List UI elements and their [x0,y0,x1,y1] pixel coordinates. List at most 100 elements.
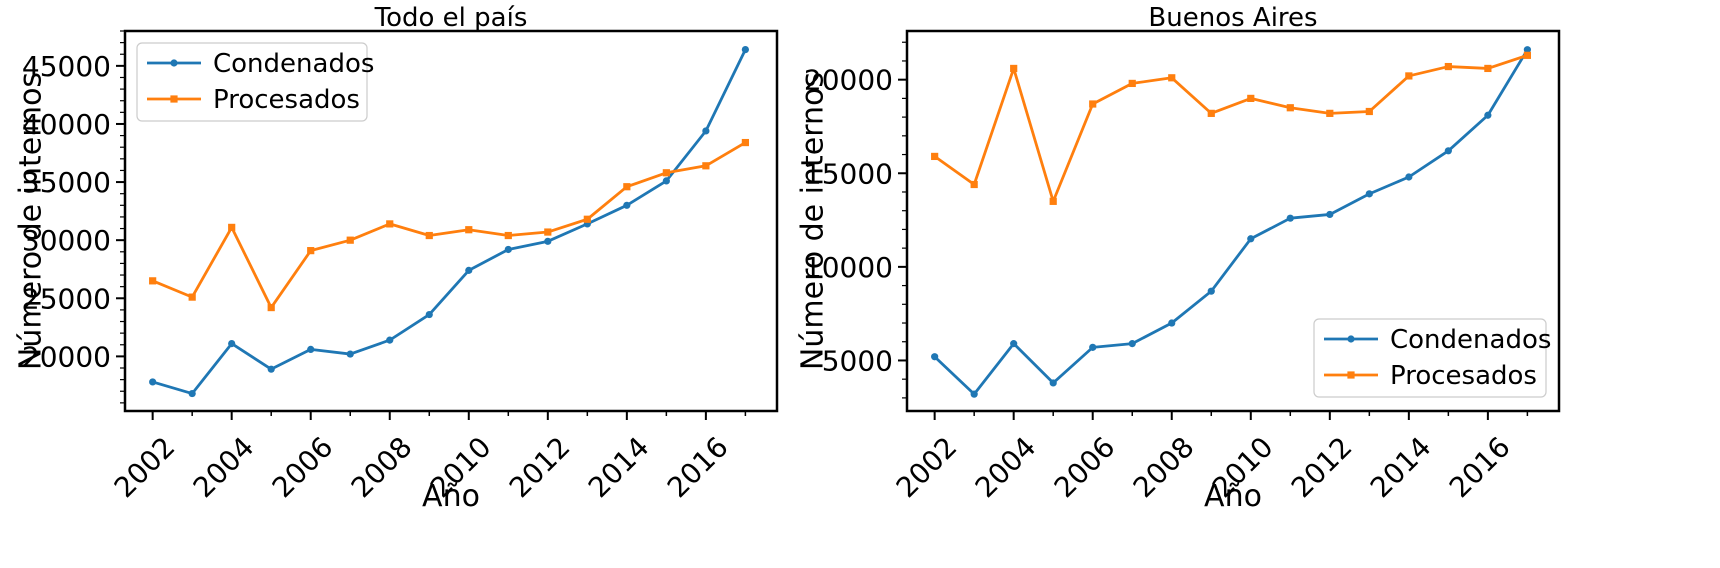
data-point-procesados [1326,109,1334,117]
data-point-procesados [1089,100,1097,108]
data-point-condenados [267,365,275,373]
data-point-procesados [702,162,710,170]
data-point-procesados [1484,64,1492,73]
data-point-procesados [931,152,939,161]
data-point-procesados [465,226,473,234]
y-tick-label: 10000 [804,251,893,284]
series-line-procesados [152,141,747,309]
legend-swatch-marker-condenados [170,59,178,67]
data-point-procesados [149,277,157,285]
data-point-procesados [188,293,196,301]
x-tick-label: 2016 [1443,430,1517,504]
data-point-procesados [544,228,552,236]
legend-swatch-marker-procesados [170,95,178,103]
legend-label-procesados: Procesados [213,85,360,115]
data-point-condenados [623,201,631,209]
data-point-procesados [1010,64,1018,73]
x-tick-label: 2004 [969,430,1043,504]
data-point-procesados [1444,62,1452,71]
data-point-procesados [504,231,512,240]
data-point-condenados [1444,147,1452,155]
data-point-condenados [1010,340,1018,348]
legend-swatch-marker-procesados [1347,371,1355,379]
data-point-condenados [662,177,670,185]
data-point-condenados [188,389,196,398]
x-tick-label: 2008 [345,430,419,504]
data-point-procesados [1405,72,1413,80]
y-tick-label: 20000 [22,340,111,373]
data-point-procesados [741,138,749,147]
data-point-condenados [504,245,512,254]
chart-title: Todo el país [374,3,528,33]
data-point-condenados [741,45,749,54]
data-point-condenados [1089,343,1097,351]
x-tick-label: 2006 [266,430,340,504]
data-point-procesados [307,247,315,255]
series-line-condenados [152,48,747,395]
data-point-condenados [1405,173,1413,181]
data-point-procesados [1247,94,1255,102]
data-point-procesados [1207,109,1215,117]
data-point-condenados [1207,287,1215,295]
y-tick-label: 40000 [22,108,111,141]
x-tick-label: 2012 [1285,430,1359,504]
y-tick-label: 5000 [822,344,893,377]
data-point-condenados [346,350,354,358]
data-point-procesados [1365,107,1373,116]
data-point-condenados [465,266,473,274]
data-point-condenados [970,390,978,398]
y-tick-label: 25000 [22,282,111,315]
data-point-condenados [1128,340,1136,348]
data-point-condenados [931,353,939,361]
y-axis-label: Número de internos [796,72,831,370]
y-tick-label: 15000 [804,157,893,190]
data-point-procesados [386,220,394,228]
data-point-condenados [149,378,157,386]
x-tick-label: 2016 [661,430,735,504]
y-tick-label: 35000 [22,166,111,199]
x-axis-label: Año [422,479,480,514]
data-point-procesados [662,169,670,177]
data-point-condenados [425,310,433,319]
data-point-condenados [544,237,552,245]
x-tick-label: 2002 [890,430,964,504]
y-tick-label: 30000 [22,224,111,257]
data-point-condenados [1049,379,1057,387]
y-tick-label: 45000 [22,50,111,83]
data-point-procesados [1523,51,1531,59]
x-axis-label: Año [1204,479,1262,514]
data-point-condenados [1247,235,1255,243]
x-tick-label: 2014 [1364,430,1438,504]
data-point-procesados [623,183,631,191]
data-point-procesados [425,231,433,240]
legend-swatch-marker-condenados [1347,335,1355,343]
legend-label-condenados: Condenados [1390,325,1551,355]
data-point-procesados [1128,79,1136,88]
x-tick-label: 2006 [1048,430,1122,504]
data-point-procesados [267,303,275,312]
data-point-condenados [307,345,315,354]
data-point-condenados [1484,111,1492,119]
y-tick-label: 20000 [804,64,893,97]
x-tick-label: 2014 [582,430,656,504]
x-tick-label: 2012 [503,430,577,504]
data-point-procesados [1049,197,1057,205]
data-point-condenados [1168,319,1176,327]
data-point-condenados [1523,46,1531,54]
data-point-condenados [1365,190,1373,198]
data-point-procesados [583,215,591,223]
data-point-procesados [1286,104,1294,112]
legend-label-procesados: Procesados [1390,361,1537,391]
chart-title: Buenos Aires [1148,3,1317,33]
plot-area-frame [123,29,779,413]
data-point-condenados [386,336,394,344]
x-tick-label: 2002 [108,430,182,504]
data-point-condenados [702,127,710,135]
data-point-condenados [1326,210,1334,219]
data-point-condenados [1286,214,1294,222]
data-point-procesados [970,180,978,189]
data-point-condenados [228,339,236,348]
